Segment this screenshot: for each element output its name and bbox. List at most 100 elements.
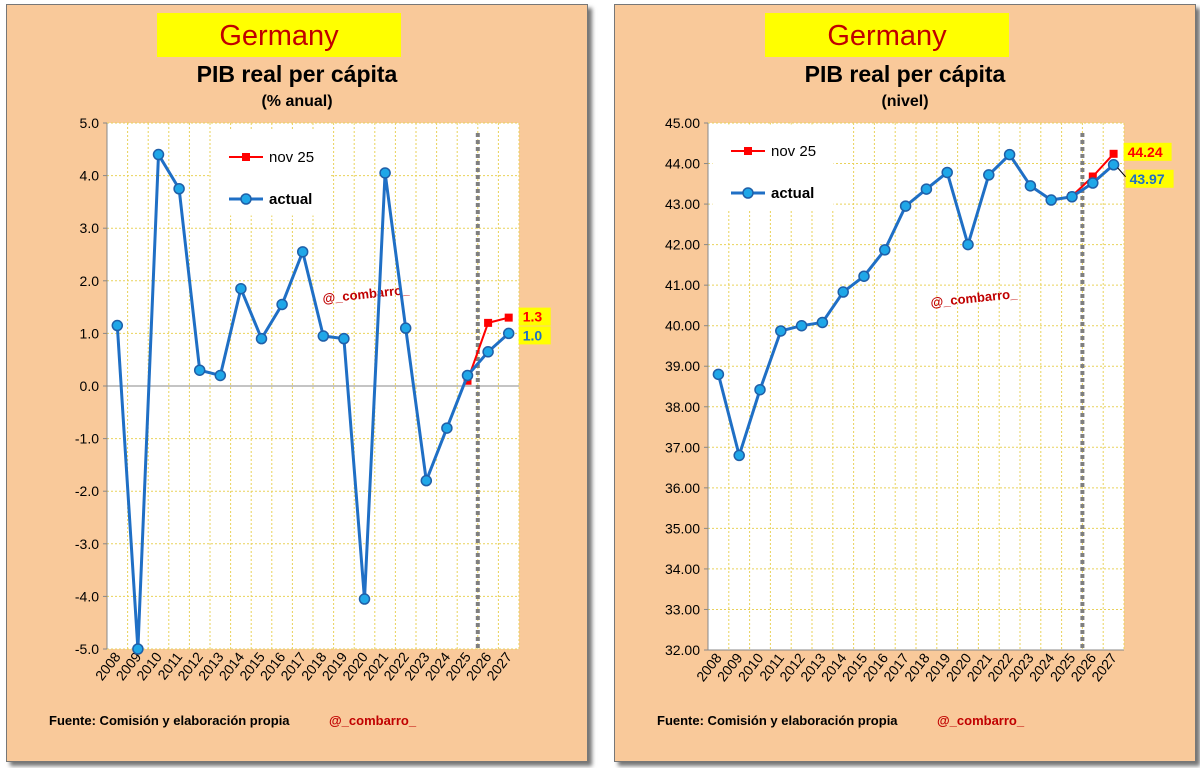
- legend-label-actual: actual: [771, 185, 814, 202]
- y-tick-label: 5.0: [80, 115, 100, 131]
- chart-subtitle: (% anual): [261, 93, 333, 110]
- data-point-actual: [399, 322, 412, 334]
- author-handle: @_combarro_: [937, 713, 1025, 728]
- data-point-actual: [941, 166, 953, 179]
- data-point-actual: [816, 316, 829, 329]
- chart-panel-right: Germany PIB real per cápita (nivel) 32.0…: [614, 4, 1196, 762]
- y-tick-label: 36.00: [665, 480, 700, 496]
- legend-swatch-marker-actual: [742, 187, 754, 199]
- source-note: Fuente: Comisión y elaboración propia: [49, 713, 290, 728]
- end-label-leader: [1117, 167, 1126, 178]
- y-tick-label: 37.00: [665, 439, 700, 455]
- data-point-nov25: [1088, 172, 1097, 181]
- y-tick-label: 1.0: [80, 325, 100, 341]
- data-point-actual: [962, 238, 974, 251]
- end-label-bg: [1123, 142, 1172, 161]
- data-point-actual: [173, 183, 185, 195]
- legend-swatch-marker-nov25: [242, 153, 250, 161]
- y-tick-label: 35.00: [665, 520, 700, 536]
- data-point-actual: [1003, 148, 1016, 161]
- data-point-actual: [879, 244, 891, 256]
- y-tick-label: 44.00: [665, 156, 700, 172]
- data-point-actual: [920, 183, 933, 195]
- end-label-actual-text: 1.0: [523, 327, 543, 343]
- chart-title: PIB real per cápita: [196, 61, 398, 87]
- data-point-actual: [1024, 180, 1037, 192]
- end-label-bg: [518, 307, 551, 326]
- data-point-actual: [1087, 177, 1099, 189]
- end-label-actual-text: 43.97: [1130, 171, 1165, 187]
- legend-label-actual: actual: [269, 191, 312, 208]
- y-tick-label: 45.00: [665, 115, 700, 131]
- chart-panel-left: Germany PIB real per cápita (% anual) -5…: [6, 4, 588, 762]
- data-point-actual: [235, 282, 247, 295]
- data-point-actual: [983, 169, 995, 181]
- data-point-actual: [111, 319, 124, 332]
- chart-level: 32.00 33.00 34.00 35.00 36.00 37.00 38.00 39.00…: [665, 115, 1174, 684]
- legend-swatch-marker-nov25: [744, 147, 752, 155]
- end-label-nov25: 44.24: [1123, 142, 1172, 161]
- data-point-actual: [255, 332, 268, 345]
- data-point-actual: [502, 327, 515, 340]
- data-point-actual: [358, 593, 371, 605]
- data-point-nov25: [1109, 149, 1118, 158]
- y-tick-label: -3.0: [75, 536, 99, 552]
- y-tick-label: 42.00: [665, 237, 700, 253]
- source-note: Fuente: Comisión y elaboración propia: [657, 713, 898, 728]
- y-tick-label: -5.0: [75, 641, 99, 657]
- data-point-actual: [214, 369, 227, 382]
- y-tick-label: 40.00: [665, 318, 700, 334]
- data-point-actual: [317, 330, 330, 342]
- data-point-actual: [837, 286, 849, 298]
- y-tick-label: 3.0: [80, 220, 100, 236]
- y-tick-label: 33.00: [665, 601, 700, 617]
- data-point-actual: [296, 246, 309, 258]
- data-point-actual: [379, 167, 391, 179]
- y-tick-label: -1.0: [75, 431, 99, 447]
- end-label-nov25: 1.3: [518, 307, 551, 326]
- data-point-actual: [461, 369, 474, 382]
- data-point-actual: [1107, 159, 1120, 171]
- data-point-nov25: [504, 313, 513, 322]
- y-tick-label: 43.00: [665, 196, 700, 212]
- data-point-nov25: [484, 318, 493, 327]
- y-tick-label: 39.00: [665, 358, 700, 374]
- y-tick-label: 2.0: [80, 273, 100, 289]
- plot-area: [708, 123, 1124, 650]
- data-point-actual: [482, 346, 494, 358]
- legend-label-nov25: nov 25: [771, 143, 816, 160]
- y-tick-label: 38.00: [665, 399, 700, 415]
- data-point-actual: [276, 298, 288, 311]
- chart-subtitle: (nivel): [881, 93, 929, 110]
- country-banner: Germany: [765, 13, 1009, 57]
- data-point-actual: [420, 474, 433, 487]
- y-tick-label: 4.0: [80, 168, 100, 184]
- end-label-actual: 1.0: [518, 326, 551, 345]
- legend-label-nov25: nov 25: [269, 149, 314, 166]
- end-label-actual: 43.97: [1125, 169, 1174, 188]
- data-point-actual: [152, 148, 165, 161]
- series-line-actual: [115, 153, 510, 651]
- chart-title: PIB real per cápita: [804, 61, 1006, 87]
- data-point-actual: [858, 270, 870, 282]
- y-tick-label: -2.0: [75, 483, 99, 499]
- data-point-actual: [441, 422, 453, 434]
- end-label-bg: [1125, 169, 1174, 188]
- y-tick-label: 41.00: [665, 277, 700, 293]
- chart-annual-growth: -5.0-4.0-3.0-2.0-1.00.01.02.03.04.05.020…: [75, 115, 551, 683]
- y-tick-label: 32.00: [665, 642, 700, 658]
- y-tick-label: 34.00: [665, 561, 700, 577]
- legend-box: [712, 124, 834, 210]
- legend-swatch-marker-actual: [240, 193, 252, 205]
- data-point-actual: [899, 200, 912, 212]
- data-point-actual: [1066, 191, 1078, 203]
- data-point-actual: [338, 332, 350, 345]
- author-handle: @_combarro_: [329, 713, 417, 728]
- country-banner: Germany: [157, 13, 401, 57]
- data-point-actual: [1045, 194, 1057, 206]
- data-point-actual: [733, 449, 745, 462]
- end-label-nov25-text: 44.24: [1128, 144, 1163, 160]
- data-point-actual: [712, 368, 725, 381]
- y-tick-label: 0.0: [80, 378, 100, 394]
- data-point-actual: [754, 383, 766, 396]
